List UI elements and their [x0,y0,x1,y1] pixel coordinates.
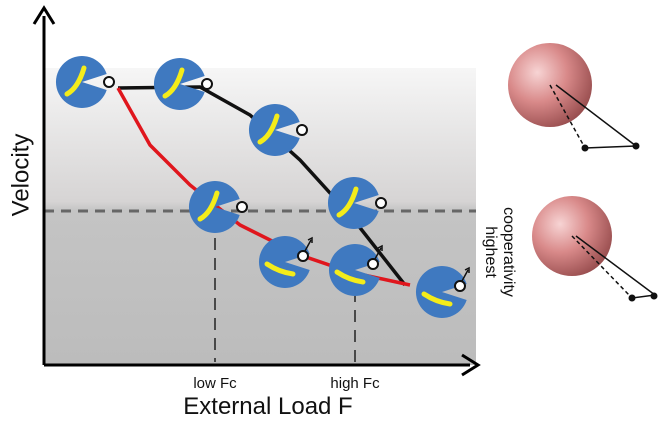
figure: Velocity External Load F low Fc high Fc … [0,0,658,425]
low-fc-label: low Fc [193,375,237,392]
high-fc-label: high Fc [330,375,380,392]
y-axis-label: Velocity [7,134,34,217]
annotation: highest [482,226,499,278]
bead-bottom [532,196,658,302]
x-axis-label: External Load F [183,393,352,420]
bead-top [508,43,640,152]
annotation: cooperativity [500,207,517,297]
